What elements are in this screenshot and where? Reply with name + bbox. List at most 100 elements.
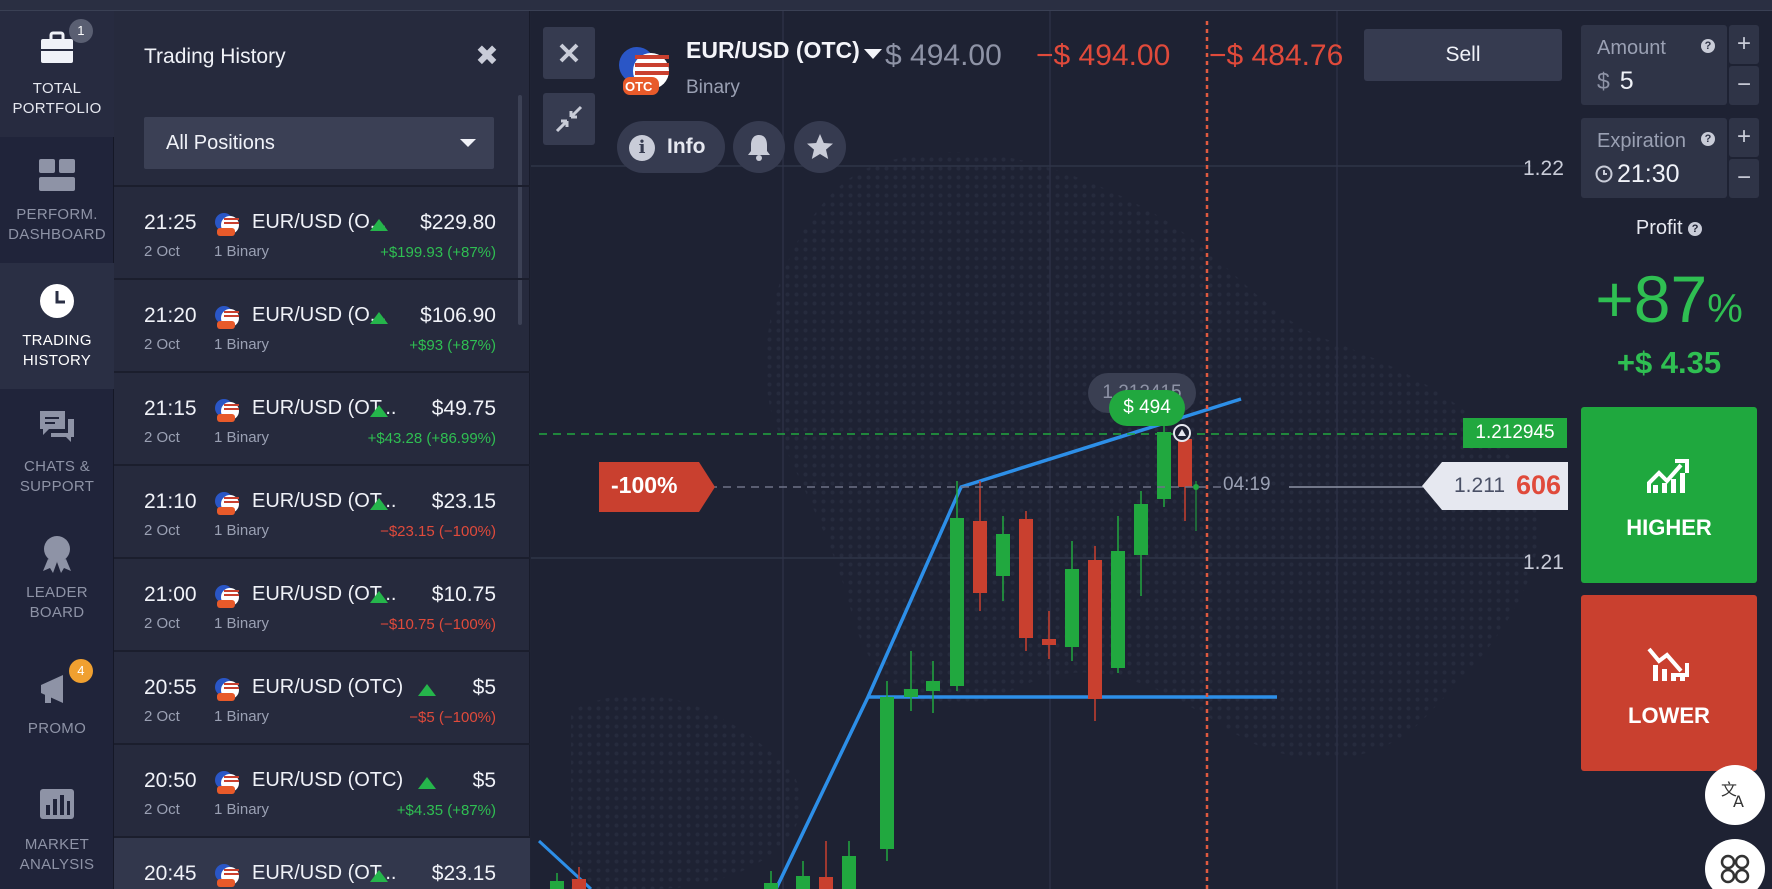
expiration-minus-button[interactable]: −: [1729, 159, 1759, 198]
arrow-up-icon: [370, 870, 388, 882]
svg-text:文: 文: [1721, 780, 1737, 799]
profit-amount: +$ 4.35: [1616, 345, 1722, 380]
candle-body: [1088, 560, 1102, 699]
history-row[interactable]: 20:45 EUR/USD (OT... $23.15: [114, 836, 530, 889]
nav-promo[interactable]: 4 PROMO: [0, 641, 114, 767]
investment-amount: $ 494.00: [885, 39, 1002, 72]
portfolio-badge: 1: [69, 19, 93, 43]
trade-amount: $10.75: [431, 583, 496, 606]
candle-body: [880, 697, 894, 849]
amount-minus-button[interactable]: −: [1729, 66, 1759, 105]
arrow-up-icon: [418, 684, 436, 696]
position-amount-bubble: $ 494: [1109, 390, 1185, 426]
sell-pnl: −$ 484.76: [1209, 39, 1344, 72]
result-percent: -100%: [611, 472, 678, 498]
higher-label: HIGHER: [1626, 515, 1712, 540]
star-icon: [807, 134, 833, 159]
megaphone-icon: 4: [37, 659, 93, 709]
expiration-plus-button[interactable]: +: [1729, 118, 1759, 157]
trade-type: 1 Binary: [214, 429, 270, 446]
expiration-input[interactable]: 21:30: [1595, 160, 1680, 189]
candle-body: [1157, 432, 1171, 499]
arrow-up-icon: [370, 591, 388, 603]
amount-input[interactable]: $5: [1597, 67, 1634, 96]
collapse-chart-button[interactable]: [543, 93, 595, 145]
history-row[interactable]: 21:20 2 Oct EUR/USD (O... 1 Binary $106.90 +$…: [114, 278, 530, 371]
trade-pair: EUR/USD (OT...: [252, 862, 397, 884]
bar-chart-icon: [37, 785, 77, 825]
lower-button[interactable]: LOWER: [1581, 595, 1757, 771]
grid-icon: [1720, 854, 1750, 884]
percent-sign: %: [1707, 287, 1743, 331]
profit-percent: +87%: [1579, 261, 1759, 337]
sell-button[interactable]: Sell: [1364, 29, 1562, 81]
amount-plus-button[interactable]: +: [1729, 25, 1759, 64]
y-tick-label: 1.22: [1523, 157, 1564, 180]
current-price-label: 1.211 606: [1422, 462, 1568, 510]
positions-filter-select[interactable]: All Positions: [144, 117, 494, 169]
otc-tag: OTC: [625, 79, 653, 94]
arrow-up-icon: [370, 405, 388, 417]
trade-time: 21:25: [144, 211, 197, 234]
amount-field[interactable]: Amount ? $5: [1581, 25, 1727, 105]
info-button[interactable]: i Info: [617, 121, 725, 173]
higher-button[interactable]: HIGHER: [1581, 407, 1757, 583]
trade-amount: $229.80: [420, 211, 496, 234]
history-row[interactable]: 20:50 2 Oct EUR/USD (OTC) 1 Binary $5 +$4.35 …: [114, 743, 530, 836]
trade-date: 2 Oct: [144, 708, 180, 725]
help-icon[interactable]: ?: [1701, 132, 1715, 146]
candle-body: [1178, 439, 1192, 487]
history-row[interactable]: 20:55 2 Oct EUR/USD (OTC) 1 Binary $5 −$5 (−1…: [114, 650, 530, 743]
help-icon[interactable]: ?: [1688, 222, 1703, 236]
candle-body: [996, 534, 1010, 576]
nav-label: PERFORM.: [16, 206, 98, 223]
trade-profit: +$199.93 (+87%): [380, 244, 496, 261]
apps-button[interactable]: [1705, 839, 1765, 889]
nav-leaderboard[interactable]: LEADER BOARD: [0, 515, 114, 641]
trade-time: 20:45: [144, 862, 197, 885]
chevron-down-icon: [460, 139, 476, 147]
clock-icon: [37, 281, 77, 321]
chevron-down-icon[interactable]: [864, 49, 882, 59]
nav-performance-dashboard[interactable]: PERFORM. DASHBOARD: [0, 137, 114, 263]
promo-badge: 4: [69, 659, 93, 683]
candle-body: [904, 689, 918, 697]
nav-market-analysis[interactable]: MARKET ANALYSIS: [0, 767, 114, 889]
scrollbar[interactable]: [518, 95, 522, 325]
expiration-label: Expiration: [1597, 130, 1686, 152]
entry-point-arrow: [1178, 429, 1186, 436]
candle-body: [1042, 639, 1056, 645]
nav-label: BOARD: [29, 604, 85, 621]
panel-title: Trading History: [144, 45, 286, 68]
svg-text:A: A: [1733, 792, 1744, 811]
nav-label: TOTAL: [32, 80, 82, 97]
history-row[interactable]: 21:00 2 Oct EUR/USD (OT... 1 Binary $10.75 −$…: [114, 557, 530, 650]
history-row[interactable]: 21:15 2 Oct EUR/USD (OT... 1 Binary $49.75 +$…: [114, 371, 530, 464]
trade-pair: EUR/USD (O...: [252, 211, 387, 233]
favorite-button[interactable]: [794, 121, 846, 173]
history-row[interactable]: 21:25 2 Oct EUR/USD (O... 1 Binary $229.80 +$…: [114, 185, 530, 278]
expiration-field[interactable]: Expiration ? 21:30: [1581, 118, 1727, 198]
chart-area[interactable]: OTC EUR/USD (OTC) Binary $ 494.00 −$ 494…: [531, 11, 1579, 889]
asset-name[interactable]: EUR/USD (OTC): [686, 37, 860, 63]
trade-time: 20:50: [144, 769, 197, 792]
help-icon[interactable]: ?: [1701, 39, 1715, 53]
current-price-prefix: 1.211: [1454, 474, 1505, 497]
close-icon[interactable]: ✖: [475, 40, 499, 71]
nav-trading-history[interactable]: TRADING HISTORY: [0, 263, 114, 389]
trade-amount: $23.15: [431, 862, 496, 885]
trade-amount: $49.75: [431, 397, 496, 420]
trade-pair: EUR/USD (OT...: [252, 397, 397, 419]
history-row[interactable]: 21:10 2 Oct EUR/USD (OT... 1 Binary $23.15 −$…: [114, 464, 530, 557]
close-chart-button[interactable]: [543, 27, 595, 79]
nav-chats-support[interactable]: CHATS & SUPPORT: [0, 389, 114, 515]
trade-date: 2 Oct: [144, 336, 180, 353]
asset-type: Binary: [686, 77, 740, 98]
trade-type: 1 Binary: [214, 243, 270, 260]
pair-flag-icon: [214, 769, 240, 795]
pair-flag-icon: [214, 490, 240, 516]
alerts-button[interactable]: [733, 121, 785, 173]
nav-total-portfolio[interactable]: 1 TOTAL PORTFOLIO: [0, 11, 114, 137]
amount-value: 5: [1619, 67, 1634, 95]
